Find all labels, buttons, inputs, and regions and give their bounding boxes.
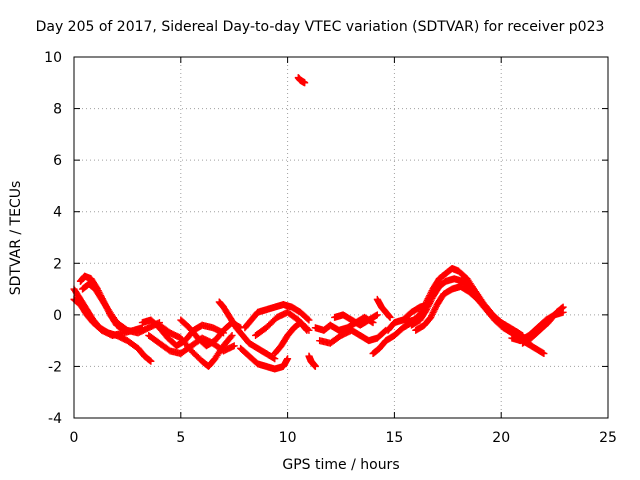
- chart-title: Day 205 of 2017, Sidereal Day-to-day VTE…: [35, 19, 605, 35]
- y-tick-label: 4: [53, 205, 62, 221]
- series-trace-7: [155, 321, 236, 370]
- data-point: [302, 325, 310, 333]
- y-tick-label: 6: [53, 153, 62, 169]
- data-point: [228, 331, 236, 339]
- series-trace-11: [241, 301, 313, 332]
- y-tick-label: -2: [48, 359, 62, 375]
- series-trace-14: [294, 74, 309, 87]
- data-point: [147, 357, 155, 365]
- series-trace-18: [331, 311, 381, 329]
- series-trace-13: [271, 319, 311, 358]
- tick-labels: 0 5 10 15 20 25 -4 -2 0 2 4 6 8 10: [44, 50, 617, 446]
- data-point: [428, 312, 436, 320]
- y-axis-label: SDTVAR / TECUs: [8, 180, 24, 296]
- data-point: [422, 306, 430, 314]
- data-point: [430, 307, 438, 315]
- data-point: [431, 305, 439, 313]
- x-tick-label: 15: [385, 430, 403, 446]
- data-point: [432, 304, 440, 312]
- x-tick-label: 5: [176, 430, 185, 446]
- x-axis-label: GPS time / hours: [282, 457, 400, 473]
- plot-frame: [73, 56, 609, 419]
- x-tick-label: 25: [599, 430, 617, 446]
- x-tick-label: 0: [70, 430, 79, 446]
- data-point: [230, 342, 238, 350]
- data-point: [304, 315, 312, 323]
- data-point: [540, 350, 548, 358]
- series-trace-10: [237, 344, 292, 373]
- y-tick-label: -4: [48, 411, 62, 427]
- data-point: [423, 304, 431, 312]
- y-tick-label: 10: [44, 50, 62, 66]
- data-point: [426, 298, 434, 306]
- data-point: [284, 355, 292, 363]
- data-point: [427, 313, 435, 321]
- y-tick-label: 2: [53, 256, 62, 272]
- y-tick-label: 0: [53, 308, 62, 324]
- series-trace-20: [373, 295, 394, 321]
- series-trace-17: [316, 326, 390, 347]
- x-tick-label: 20: [492, 430, 510, 446]
- data-point: [311, 362, 319, 370]
- data-point: [381, 327, 389, 335]
- series-trace-15: [305, 352, 319, 370]
- data-point: [425, 301, 433, 309]
- series-trace-9: [215, 298, 279, 363]
- data-point: [301, 79, 309, 87]
- data-point: [559, 303, 567, 311]
- data-point: [427, 296, 435, 304]
- series-trace-4: [79, 280, 163, 337]
- x-tick-label: 10: [279, 430, 297, 446]
- data-point: [373, 311, 381, 319]
- y-tick-label: 8: [53, 102, 62, 118]
- data-point: [426, 299, 434, 307]
- data-point: [386, 313, 394, 321]
- data-point: [424, 302, 432, 310]
- series-trace-27: [519, 303, 567, 347]
- data-point: [227, 333, 235, 341]
- axis-ticks: [73, 56, 609, 419]
- data-point: [305, 316, 313, 324]
- data-point: [428, 310, 436, 318]
- data-point: [429, 309, 437, 317]
- data-point: [303, 326, 311, 334]
- grid-lines: [74, 57, 608, 418]
- data-points: [70, 74, 567, 373]
